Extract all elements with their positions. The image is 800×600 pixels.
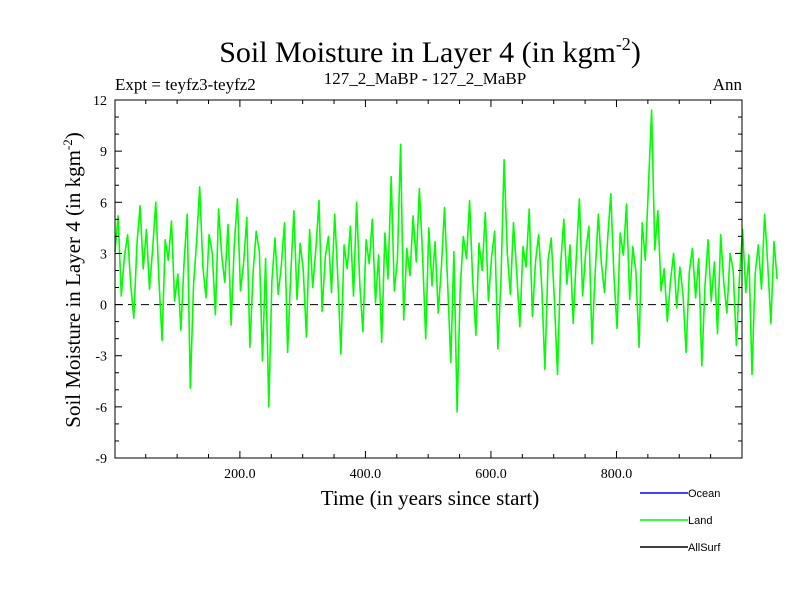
chart-title: Soil Moisture in Layer 4 (in kgm-2) [219, 34, 641, 69]
y-tick-label: 12 [93, 94, 107, 109]
subtitle-period: 127_2_MaBP - 127_2_MaBP [324, 69, 526, 88]
y-tick-label: -9 [95, 452, 107, 467]
subtitle-experiment: Expt = teyfz3-teyfz2 [115, 75, 256, 94]
legend-label-land: Land [688, 515, 712, 527]
legend-label-ocean: Ocean [688, 488, 720, 500]
y-axis-label: Soil Moisture in Layer 4 (in kgm-2) [60, 132, 85, 427]
x-axis-label: Time (in years since start) [321, 486, 540, 510]
y-tick-label: -6 [95, 401, 107, 416]
y-tick-label: 0 [100, 299, 107, 314]
plot-frame [114, 99, 743, 459]
y-tick-label: 3 [100, 247, 107, 262]
x-tick-label: 400.0 [350, 467, 382, 482]
y-tick-label: 6 [100, 196, 107, 211]
series-line-land [114, 109, 778, 413]
subtitle-season: Ann [713, 75, 743, 94]
x-tick-label: 600.0 [475, 467, 507, 482]
series-group [114, 109, 778, 413]
ticks-group: -9 -6 -3 0 3 6 9 12 200.0 400.0 600.0 800.0 [93, 94, 742, 482]
y-tick-label: 9 [100, 145, 107, 160]
legend: Ocean Land AllSurf [640, 488, 721, 554]
legend-label-allsurf: AllSurf [688, 542, 721, 554]
x-tick-label: 800.0 [601, 467, 633, 482]
x-tick-label: 200.0 [224, 467, 256, 482]
y-tick-label: -3 [95, 350, 107, 365]
